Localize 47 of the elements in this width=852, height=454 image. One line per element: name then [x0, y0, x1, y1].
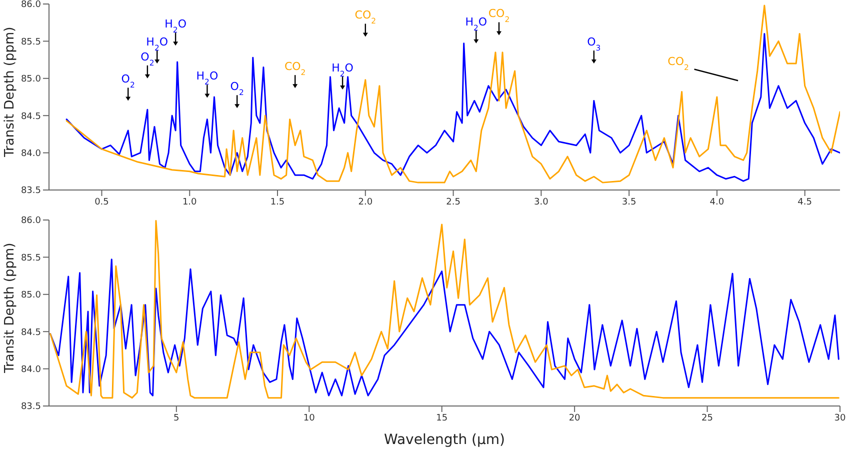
x-tick-label: 3.0	[534, 197, 549, 208]
line-series	[66, 4, 840, 184]
y-tick-label: 86.0	[20, 216, 42, 226]
x-axis-title: Wavelength (μm)	[384, 432, 505, 448]
annotation: O$_{2}$	[230, 80, 244, 97]
y-tick-label: 84.0	[20, 364, 42, 375]
x-tick-label: 4.5	[798, 197, 812, 208]
annotation: H$_{2}$O	[465, 15, 488, 32]
x-tick-label: 20	[568, 413, 581, 424]
line-series	[50, 220, 840, 399]
annotation: CO$_{2}$	[488, 7, 510, 24]
x-tick-label: 10	[303, 413, 316, 424]
x-tick-label: 5	[174, 413, 180, 424]
annotation: CO$_{2}$	[284, 60, 306, 77]
y-tick-label: 83.5	[20, 402, 41, 412]
annotation: H$_{2}$O	[196, 70, 218, 86]
x-tick-label: 3.5	[622, 197, 636, 208]
y-tick-label: 84.0	[20, 148, 42, 159]
x-tick-label: 1.0	[182, 197, 198, 208]
annotation: H$_{2}$O	[146, 36, 168, 52]
annotation: CO$_{2}$	[354, 8, 376, 26]
y-axis-title: Transit Depth (ppm)	[2, 242, 18, 374]
y-tick-label: 85.0	[20, 290, 42, 301]
y-tick-label: 86.0	[20, 0, 42, 10]
line-series	[50, 258, 840, 396]
x-tick-label: 25	[702, 413, 714, 424]
line-series	[66, 33, 840, 182]
y-axis-title: Transit Depth (ppm)	[2, 26, 18, 158]
annotation: H$_{2}$O	[164, 18, 187, 34]
annotation: O$_{3}$	[587, 36, 601, 52]
y-tick-label: 85.5	[20, 253, 41, 264]
x-tick-label: 15	[436, 413, 448, 424]
x-tick-label: 1.5	[270, 197, 285, 208]
x-tick-label: 2.0	[358, 197, 373, 208]
x-tick-label: 2.5	[446, 197, 460, 208]
y-tick-label: 85.0	[20, 74, 42, 85]
y-tick-label: 84.5	[20, 112, 41, 122]
y-tick-label: 84.5	[20, 328, 41, 338]
x-tick-label: 30	[834, 413, 846, 424]
y-tick-label: 83.5	[20, 186, 41, 196]
y-tick-label: 85.5	[20, 37, 41, 48]
annotation: O$_{2}$	[121, 72, 135, 90]
annotation: CO$_{2}$	[668, 55, 690, 72]
x-tick-label: 0.5	[94, 197, 109, 208]
annotation: O$_{2}$	[140, 50, 154, 67]
annotation: H$_{2}$O	[332, 62, 354, 78]
x-tick-label: 4.0	[710, 197, 724, 208]
